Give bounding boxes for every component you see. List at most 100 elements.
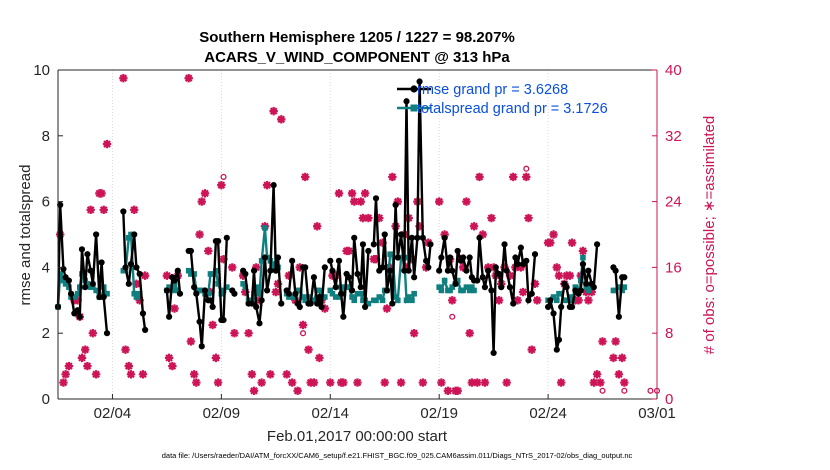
rmse-point — [528, 290, 535, 297]
totalspread-point — [436, 284, 442, 290]
right-y-ticks: 0 8 16 24 32 40 — [652, 62, 682, 408]
totalspread-point — [550, 294, 557, 300]
rmse-point — [423, 257, 430, 264]
obs-assimilated-marker — [567, 238, 577, 247]
totalspread-point — [376, 294, 383, 300]
rmse-point — [267, 267, 274, 274]
rmse-point — [335, 257, 343, 264]
obs-assimilated-marker — [437, 378, 446, 387]
obs-assimilated-marker — [475, 172, 484, 182]
obs-assimilated-marker — [353, 378, 362, 387]
obs-possible-marker — [314, 223, 321, 230]
rmse-point — [74, 307, 81, 314]
obs-assimilated-marker — [524, 213, 533, 223]
obs-assimilated-marker — [458, 263, 468, 272]
left-tick-label: 8 — [42, 128, 50, 145]
right-tick-label: 24 — [665, 194, 682, 211]
rmse-point — [590, 284, 597, 291]
obs-assimilated-marker — [356, 197, 365, 206]
totalspread-point — [572, 284, 579, 290]
totalspread-point — [616, 284, 622, 290]
obs-possible-marker — [550, 231, 557, 238]
rmse-point — [321, 264, 328, 271]
rmse-point — [139, 310, 147, 317]
rmse-point — [579, 261, 587, 268]
rmse-point — [187, 247, 194, 255]
obs-assimilated-marker — [186, 337, 196, 346]
rmse-point — [345, 274, 352, 281]
right-tick-label: 32 — [665, 128, 682, 145]
obs-assimilated-marker — [88, 329, 98, 338]
obs-assimilated-marker — [574, 296, 583, 305]
rmse-point — [394, 254, 401, 261]
obs-assimilated-marker — [257, 378, 266, 387]
rmse-line — [372, 81, 432, 304]
obs-assimilated-marker — [530, 279, 540, 289]
rmse-point — [490, 349, 497, 357]
obs-assimilated-marker — [584, 296, 593, 305]
rmse-point — [253, 303, 260, 310]
obs-assimilated-marker — [140, 271, 150, 280]
rmse-point — [289, 257, 296, 264]
obs-assimilated-marker — [138, 370, 148, 379]
obs-assimilated-marker — [415, 222, 424, 231]
obs-assimilated-marker — [347, 189, 357, 198]
totalspread-point — [327, 287, 334, 294]
obs-assimilated-marker — [500, 263, 509, 272]
totalspread-point — [166, 284, 172, 290]
totalspread-point — [128, 231, 134, 238]
rmse-point — [594, 241, 601, 248]
totalspread-point — [569, 297, 575, 304]
obs-assimilated-marker — [465, 329, 474, 338]
obs-assimilated-marker — [262, 180, 272, 190]
left-tick-label: 6 — [42, 194, 50, 211]
y-axis-label-left: rmse and totalspread — [17, 165, 34, 306]
obs-assimilated-marker — [81, 345, 90, 354]
totalspread-point — [349, 294, 355, 300]
left-y-ticks: 0 2 4 6 8 10 — [33, 62, 63, 408]
obs-assimilated-marker — [360, 189, 370, 198]
obs-assimilated-marker — [124, 361, 133, 371]
obs-assimilated-marker — [533, 296, 542, 305]
totalspread-point — [389, 251, 396, 258]
obs-assimilated-marker — [64, 361, 74, 371]
obs-possible-marker — [245, 330, 252, 337]
totalspread-point — [71, 294, 78, 300]
totalspread-point — [329, 290, 336, 297]
rmse-point — [136, 270, 143, 278]
obs-markers — [55, 74, 661, 395]
obs-assimilated-marker — [334, 189, 344, 198]
y-axis-label-right: # of obs: o=possible; ∗=assimilated — [701, 116, 718, 355]
totalspread-point — [567, 294, 573, 300]
obs-assimilated-marker — [99, 205, 108, 215]
obs-assimilated-marker — [331, 271, 340, 280]
totalspread-point — [392, 294, 399, 300]
obs-assimilated-marker — [83, 361, 92, 371]
obs-assimilated-marker — [578, 246, 588, 256]
rmse-point — [405, 267, 412, 274]
rmse-point — [438, 254, 445, 261]
obs-possible-marker — [198, 198, 205, 205]
obs-assimilated-marker — [505, 271, 515, 280]
rmse-point — [193, 290, 200, 297]
rmse-point — [122, 264, 129, 271]
obs-assimilated-marker — [380, 378, 389, 387]
rmse-point — [120, 208, 127, 215]
rmse-point — [463, 267, 470, 274]
totalspread-point — [262, 225, 268, 231]
obs-assimilated-marker — [609, 353, 618, 363]
rmse-point — [198, 343, 205, 350]
obs-possible-marker — [351, 198, 358, 205]
rmse-point — [354, 270, 361, 278]
rmse-point — [389, 300, 396, 307]
totalspread-point — [409, 297, 415, 304]
rmse-point — [568, 303, 576, 310]
rmse-point — [359, 241, 367, 248]
rmse-point — [314, 300, 321, 307]
totalspread-point — [205, 290, 212, 297]
obs-possible-marker — [389, 173, 396, 180]
obs-assimilated-marker — [77, 353, 87, 363]
rmse-series — [54, 78, 628, 357]
totalspread-point — [242, 284, 249, 290]
obs-possible-marker — [370, 256, 377, 263]
